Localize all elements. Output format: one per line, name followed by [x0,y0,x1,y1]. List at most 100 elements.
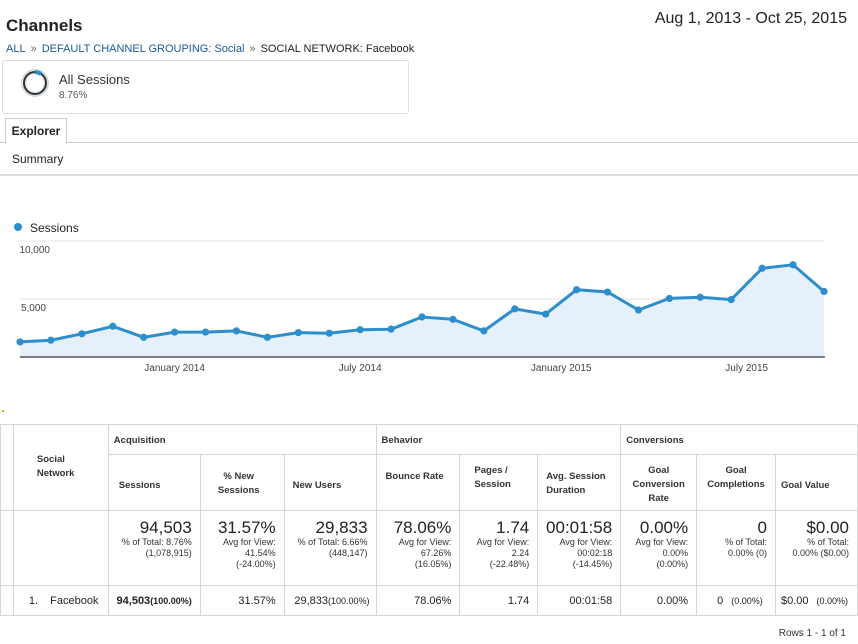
group-header-conversions: Conversions [620,424,858,455]
row-percent: (100.00%) [150,596,192,606]
row-sessions: 94,503(100.00%) [107,585,201,616]
y-tick-label: 5,000 [21,303,46,314]
subtab-summary[interactable]: Summary [12,152,64,166]
column-header-label: Goal Value [780,480,830,491]
total-subtext: 2.24 [511,548,530,558]
x-tick-layer: January 2014 July 2014 January 2015 July 20… [144,363,768,374]
data-point[interactable] [758,264,766,272]
breadcrumb-grouping[interactable]: DEFAULT CHANNEL GROUPING: Social [41,43,245,55]
sessions-area [20,264,824,357]
total-subtext: % of Total: [807,537,849,547]
totals-goal-conversion-rate: 0.00% Avg for View: 0.00% (0.00%) [620,510,698,586]
legend-swatch-sessions [14,223,22,231]
data-point[interactable] [542,310,550,318]
row-link-facebook[interactable]: Facebook [50,595,99,607]
data-point[interactable] [201,328,210,336]
column-header-new-sessions[interactable]: % New Sessions [199,454,285,511]
data-point[interactable] [511,305,519,313]
data-point[interactable] [573,286,581,294]
total-value: 31.57% [217,518,276,537]
data-point[interactable] [603,288,612,296]
data-point[interactable] [109,322,117,330]
data-point[interactable] [325,329,333,337]
data-point[interactable] [480,327,488,335]
data-point[interactable] [820,287,828,296]
column-header-label: Goal Completions [707,465,765,490]
data-point[interactable] [665,294,673,303]
data-point[interactable] [294,329,302,337]
data-point[interactable] [171,328,179,336]
table-row: 1. Facebook 94,503(100.00%) 31.57% 29,83… [0,585,858,616]
tab-explorer[interactable]: Explorer [5,118,67,144]
total-subtext: (0.00%) [656,559,689,569]
data-point[interactable] [418,313,426,321]
row-new-sessions: 31.57% [199,585,285,616]
column-header-label: Sessions [118,480,161,491]
row-pages-session: 1.74 [459,585,539,616]
column-header-pages-session[interactable]: Pages / Session [459,454,539,511]
column-header-label: Goal Conversion Rate [632,465,685,504]
total-value: $0.00 [806,518,849,537]
totals-bounce-rate: 78.06% Avg for View: 67.26% (16.05%) [375,510,461,586]
row-avg-duration: 00:01:58 [537,585,622,616]
data-point[interactable] [47,336,55,344]
group-header-behavior: Behavior [375,424,622,455]
group-header-label: Conversions [626,435,684,446]
row-percent: (100.00%) [328,596,370,606]
row-goal-completions: 0 (0.00%) [696,585,776,616]
report-table: Social Network Acquisition Behavior Conv… [0,424,858,616]
total-subtext: 41.54% [245,548,276,558]
row-cell [0,585,14,616]
data-point[interactable] [263,333,271,341]
segment-label: All Sessions [59,72,130,87]
column-header-bounce-rate[interactable]: Bounce Rate [375,454,461,511]
segment-card[interactable]: All Sessions 8.76% [2,60,409,114]
data-point[interactable] [696,293,704,301]
data-point[interactable] [16,338,24,346]
total-subtext: (-14.45%) [572,559,613,569]
totals-pages-session: 1.74 Avg for View: 2.24 (-22.48%) [459,510,539,586]
date-range-selector[interactable]: Aug 1, 2013 - Oct 25, 2015 [654,10,847,27]
total-subtext: 67.26% [420,548,452,558]
data-point[interactable] [634,306,643,314]
totals-avg-duration: 00:01:58 Avg for View: 00:02:18 (-14.45%… [537,510,622,586]
row-dimension: 1. Facebook [12,585,109,616]
row-goal-conversion-rate: 0.00% [620,585,698,616]
data-point[interactable] [140,333,148,341]
data-point[interactable] [449,315,457,323]
row-value: 0 [717,595,724,607]
data-point[interactable] [387,325,395,333]
total-subtext: % of Total: 6.66% [297,537,368,547]
total-subtext: (16.05%) [414,559,452,569]
data-point[interactable] [356,326,364,334]
column-header-label: Pages / Session [474,465,511,490]
total-value: 0 [757,518,767,537]
column-header-goal-completions[interactable]: Goal Completions [696,454,776,511]
column-header-label: Bounce Rate [385,471,444,482]
breadcrumb-all[interactable]: ALL [6,43,26,55]
x-tick-label: January 2015 [531,363,592,374]
column-header-label: New Users [292,480,342,491]
column-header-sessions[interactable]: Sessions [107,454,201,511]
rows-info: Rows 1 - 1 of 1 [778,628,846,639]
column-header-new-users[interactable]: New Users [283,454,377,511]
row-index: 1. [28,595,39,607]
column-header-goal-value[interactable]: Goal Value [774,454,858,511]
data-point[interactable] [789,261,797,269]
breadcrumb-current: SOCIAL NETWORK: Facebook [260,43,415,55]
column-header-social-network[interactable]: Social Network [12,424,109,511]
row-value: $0.00 [780,595,809,607]
column-header-goal-conversion-rate[interactable]: Goal Conversion Rate [620,454,698,511]
column-header-avg-duration[interactable]: Avg. Session Duration [537,454,622,511]
data-point[interactable] [727,295,735,304]
legend-label-sessions[interactable]: Sessions [30,221,79,235]
row-percent: (0.00%) [816,596,849,606]
total-subtext: (-22.48%) [489,559,530,569]
total-value: 00:01:58 [546,518,613,537]
data-point[interactable] [232,327,241,335]
total-subtext: % of Total: [725,537,767,547]
total-value: 94,503 [139,518,192,537]
x-tick-label: July 2015 [725,363,768,374]
data-point[interactable] [78,330,86,338]
row-percent: (0.00%) [731,596,763,606]
